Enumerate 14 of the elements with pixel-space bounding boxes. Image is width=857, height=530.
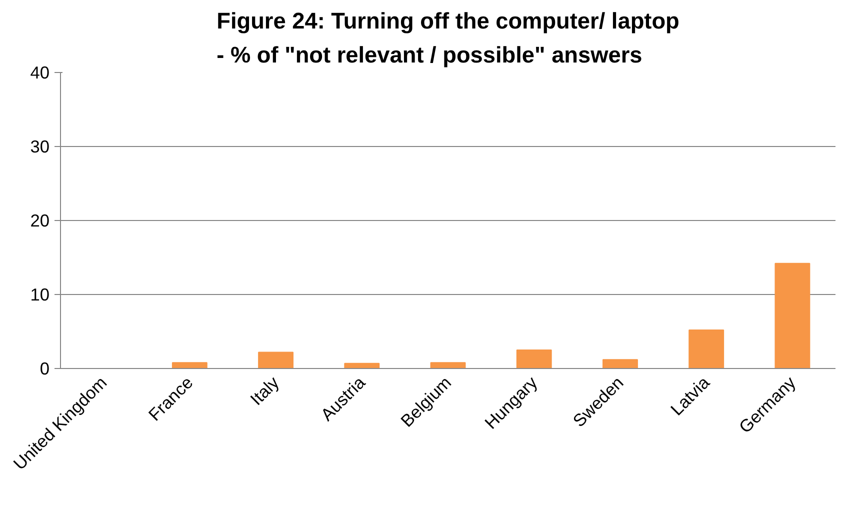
bar [172, 362, 208, 368]
chart-title: Figure 24: Turning off the computer/ laptop - % of "not relevant / possible" answers [216, 8, 680, 68]
y-tick-label: 20 [30, 210, 50, 230]
bar [774, 262, 810, 368]
y-tick-label: 30 [30, 136, 50, 156]
bar [430, 362, 466, 368]
y-tick-label: 10 [30, 284, 50, 304]
x-tick-label: Italy [246, 372, 284, 410]
y-tick-label: 40 [30, 62, 50, 82]
y-tick-label: 0 [40, 358, 50, 378]
bar [516, 350, 552, 368]
bar [688, 330, 724, 368]
bar [258, 352, 294, 368]
bar [602, 359, 638, 368]
